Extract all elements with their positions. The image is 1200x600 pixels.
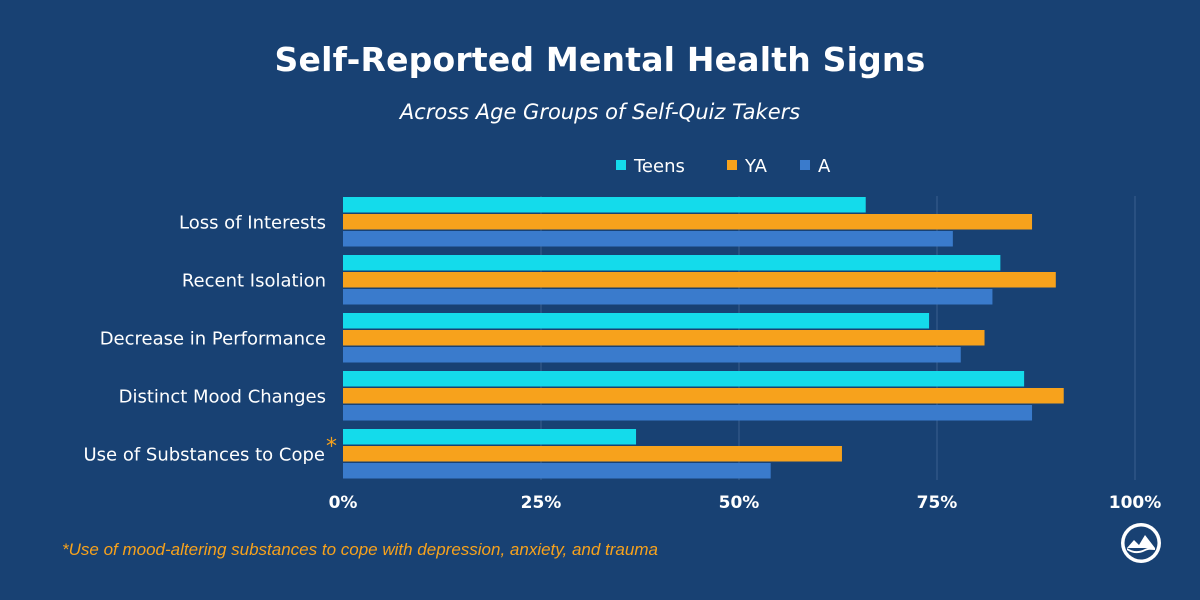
legend-label-ya: YA [744, 156, 768, 177]
category-label-1: Recent Isolation [182, 270, 326, 291]
bar-ya-1 [343, 272, 1056, 288]
category-labels: Loss of Interests Recent Isolation Decreas… [84, 212, 338, 465]
x-tick-label-75: 75% [917, 493, 958, 513]
bar-a-3 [343, 405, 1033, 421]
legend-swatch-ya [727, 160, 737, 170]
bar-a-2 [343, 347, 961, 363]
bar-teens-3 [343, 371, 1025, 387]
bar-a-4 [343, 463, 771, 479]
bar-teens-0 [343, 197, 866, 213]
bars [343, 197, 1064, 479]
mountain-logo-icon [1121, 523, 1161, 563]
bar-ya-3 [343, 388, 1064, 404]
category-label-0: Loss of Interests [179, 212, 326, 233]
x-tick-label-0: 0% [329, 493, 358, 513]
legend-label-teens: Teens [633, 156, 685, 177]
legend-swatch-a [800, 160, 810, 170]
category-label-3: Distinct Mood Changes [119, 386, 326, 407]
category-marker-4: * [326, 434, 337, 459]
legend-swatch-teens [616, 160, 626, 170]
bar-teens-2 [343, 313, 930, 329]
bar-ya-0 [343, 214, 1033, 230]
legend-label-a: A [818, 156, 831, 177]
category-label-2: Decrease in Performance [100, 328, 326, 349]
bar-ya-4 [343, 446, 842, 462]
chart-title: Self-Reported Mental Health Signs [274, 40, 926, 79]
x-tick-label-25: 25% [521, 493, 562, 513]
x-tick-label-100: 100% [1109, 493, 1162, 513]
footnote: *Use of mood-altering substances to cope… [62, 540, 658, 559]
x-tick-labels: 0% 25% 50% 75% 100% [329, 493, 1162, 513]
bar-teens-1 [343, 255, 1001, 271]
legend: Teens YA A [616, 156, 831, 177]
category-label-4: Use of Substances to Cope [84, 444, 326, 465]
bar-a-1 [343, 289, 993, 305]
x-tick-label-50: 50% [719, 493, 760, 513]
bar-a-0 [343, 231, 953, 247]
bar-ya-2 [343, 330, 985, 346]
bar-teens-4 [343, 429, 637, 445]
chart-subtitle: Across Age Groups of Self-Quiz Takers [399, 100, 801, 124]
